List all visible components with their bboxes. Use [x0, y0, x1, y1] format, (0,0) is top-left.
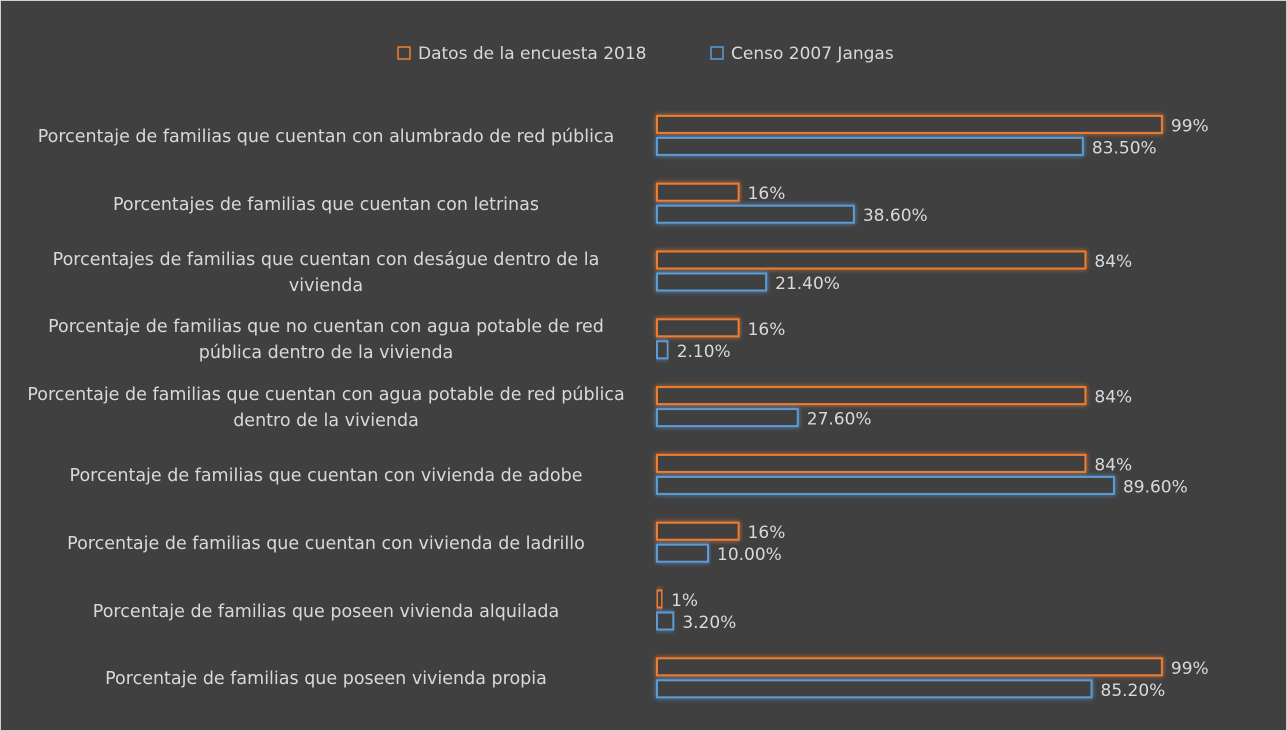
bar	[656, 182, 740, 202]
data-label: 85.20%	[1101, 681, 1166, 701]
data-label: 1%	[671, 591, 698, 611]
bar	[656, 453, 1087, 473]
legend-swatch	[397, 46, 411, 60]
category-label: Porcentajes de familias que cuentan con …	[52, 249, 600, 296]
data-label: 99%	[1171, 116, 1209, 136]
bar	[656, 589, 664, 609]
data-label: 16%	[748, 523, 786, 543]
data-label: 89.60%	[1123, 477, 1188, 497]
bar	[656, 611, 675, 631]
data-label: 38.60%	[863, 206, 928, 226]
category-label: Porcentaje de familias que poseen vivien…	[105, 669, 547, 690]
category-label: Porcentaje de familias que poseen vivien…	[92, 601, 560, 622]
bar	[656, 386, 1087, 406]
legend-label: Datos de la encuesta 2018	[418, 44, 646, 64]
bar	[656, 408, 799, 428]
bar	[656, 136, 1084, 156]
data-label: 3.20%	[682, 613, 736, 633]
bar	[656, 272, 768, 292]
bar	[656, 679, 1093, 699]
category-label: Porcentajes de familias que cuentan con …	[113, 194, 539, 215]
data-label: 2.10%	[677, 342, 731, 362]
data-label: 21.40%	[775, 274, 840, 294]
data-label: 84%	[1094, 252, 1132, 272]
category-label: Porcentaje de familias que no cuentan co…	[48, 317, 604, 364]
data-label: 84%	[1094, 388, 1132, 408]
data-label: 99%	[1171, 659, 1209, 679]
bar	[656, 318, 740, 338]
bar	[656, 340, 669, 360]
category-label: Porcentaje de familias que cuentan con a…	[27, 385, 625, 432]
bar	[656, 657, 1163, 677]
legend-swatch	[710, 46, 724, 60]
data-label: 83.50%	[1092, 138, 1157, 158]
data-label: 10.00%	[717, 545, 782, 565]
category-label: Porcentaje de familias que cuentan con v…	[69, 465, 583, 486]
bar	[656, 250, 1087, 270]
bar	[656, 543, 709, 563]
data-label: 84%	[1094, 455, 1132, 475]
category-label: Porcentaje de familias que cuentan con a…	[37, 126, 615, 147]
bar	[656, 521, 740, 541]
data-label: 27.60%	[807, 410, 872, 430]
data-label: 16%	[748, 184, 786, 204]
legend-label: Censo 2007 Jangas	[731, 44, 894, 64]
data-label: 16%	[748, 320, 786, 340]
bar	[656, 475, 1115, 495]
bar	[656, 114, 1163, 134]
category-label: Porcentaje de familias que cuentan con v…	[67, 533, 585, 554]
bar	[656, 204, 855, 224]
